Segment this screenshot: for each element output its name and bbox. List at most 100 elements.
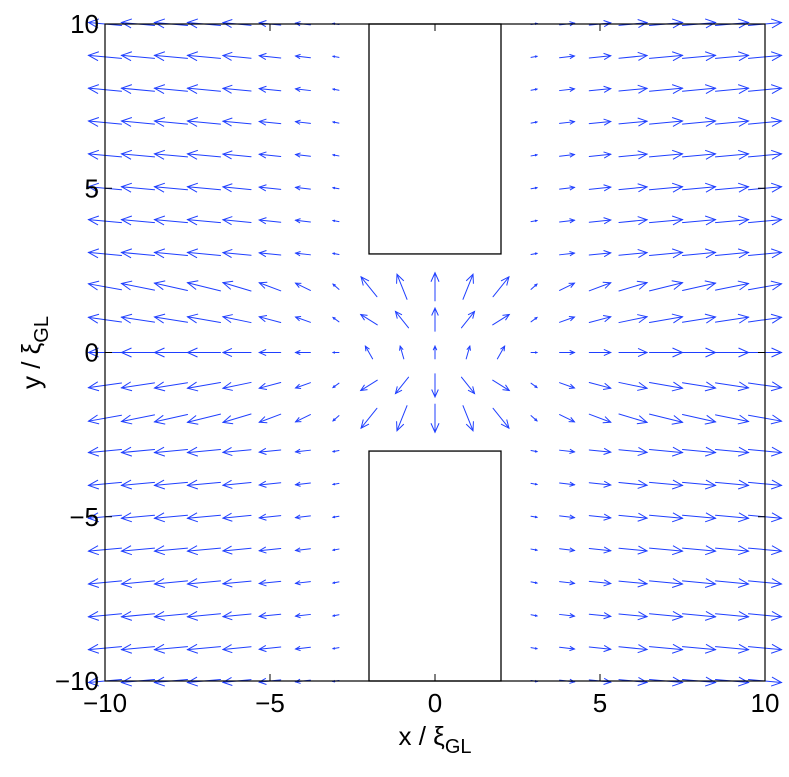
arrow-head [637, 117, 649, 127]
field-arrow [331, 449, 340, 453]
arrow-shaft [492, 379, 510, 392]
arrow-head [359, 313, 368, 321]
arrow-head [294, 21, 301, 27]
arrow-head [569, 251, 576, 257]
arrow-head [120, 610, 133, 621]
y-axis-label-main: y / ξ [16, 342, 46, 389]
arrow-head [671, 248, 684, 259]
arrow-head [294, 185, 301, 191]
arrow-head [704, 149, 717, 160]
arrow-shaft [559, 121, 575, 124]
arrow-head [186, 182, 199, 193]
field-arrow [120, 84, 155, 95]
arrow-head [221, 479, 233, 489]
field-arrow-gap [359, 313, 378, 326]
field-arrow [530, 614, 539, 617]
field-arrow [649, 149, 684, 160]
obstacle-bottom [368, 450, 502, 682]
arrow-head [87, 347, 99, 358]
arrow-head [704, 116, 717, 127]
arrow-head [704, 313, 717, 324]
field-arrow [588, 85, 612, 93]
arrow-shaft [715, 87, 749, 92]
arrow-head [294, 251, 301, 257]
arrow-head [294, 316, 302, 322]
arrow-shaft [187, 481, 221, 486]
field-arrow [559, 514, 576, 520]
arrow-head [534, 351, 539, 354]
arrow-head [258, 480, 267, 488]
field-arrow [649, 512, 684, 523]
arrow-shaft [559, 482, 575, 486]
arrow-head [534, 449, 539, 453]
arrow-head [153, 676, 166, 687]
arrow-head [153, 84, 166, 95]
arrow-head [120, 545, 133, 556]
arrow-shaft [121, 54, 155, 59]
field-arrow [186, 446, 221, 457]
arrow-shaft [222, 613, 252, 618]
field-arrow [618, 413, 649, 425]
arrow-head [637, 183, 649, 193]
arrow-head [637, 677, 649, 686]
arrow-head [258, 20, 267, 28]
arrow-shaft [618, 449, 648, 453]
field-arrow [186, 610, 221, 621]
arrow-shaft [121, 414, 155, 422]
field-arrow-gap [360, 275, 378, 298]
arrow-head [120, 280, 133, 291]
field-arrow [186, 512, 221, 523]
arrow-head [569, 21, 576, 27]
field-arrow [715, 313, 750, 324]
arrow-head [569, 481, 576, 487]
arrow-head [153, 512, 166, 523]
field-arrow [120, 446, 155, 457]
arrow-shaft [492, 276, 510, 298]
arrow-head [258, 281, 268, 289]
arrow-shaft [222, 186, 252, 191]
field-arrow [258, 480, 282, 488]
field-arrow [221, 644, 252, 654]
arrow-head [87, 215, 100, 226]
arrow-head [120, 18, 133, 29]
arrow-shaft [715, 547, 749, 552]
arrow-head [770, 643, 783, 654]
arrow-shaft [295, 482, 311, 486]
arrow-head [603, 645, 612, 653]
arrow-head [294, 349, 301, 356]
y-tick-label: 5 [85, 173, 99, 203]
arrow-shaft [154, 87, 188, 92]
field-arrow [331, 219, 340, 223]
arrow-shaft [258, 252, 282, 256]
field-arrow [153, 313, 188, 324]
arrow-shaft [121, 153, 155, 158]
arrow-head [221, 84, 233, 94]
field-arrow [221, 280, 252, 292]
field-arrow [559, 185, 576, 191]
obstacle-layer [368, 23, 502, 682]
arrow-head [569, 514, 576, 520]
arrow-shaft [618, 55, 648, 59]
arrow-shaft [396, 405, 408, 432]
arrow-head [430, 423, 440, 434]
arrow-head [671, 610, 684, 621]
field-arrow [682, 512, 717, 523]
field-arrow [221, 512, 252, 522]
field-arrow [682, 446, 717, 457]
arrow-shaft [588, 646, 612, 650]
field-arrow [715, 610, 750, 621]
field-arrow [153, 149, 188, 160]
arrow-shaft [715, 382, 749, 389]
arrow-shaft [618, 87, 648, 92]
field-arrow [186, 347, 221, 358]
field-arrow [530, 55, 539, 58]
arrow-head [258, 249, 267, 258]
field-arrow [588, 480, 612, 488]
arrow-head [568, 282, 576, 288]
arrow-head [637, 348, 649, 357]
arrow-shaft [682, 54, 716, 59]
arrow-head [87, 676, 100, 687]
arrow-shaft [715, 219, 749, 224]
field-arrow [618, 611, 649, 621]
arrow-shaft [295, 613, 311, 617]
